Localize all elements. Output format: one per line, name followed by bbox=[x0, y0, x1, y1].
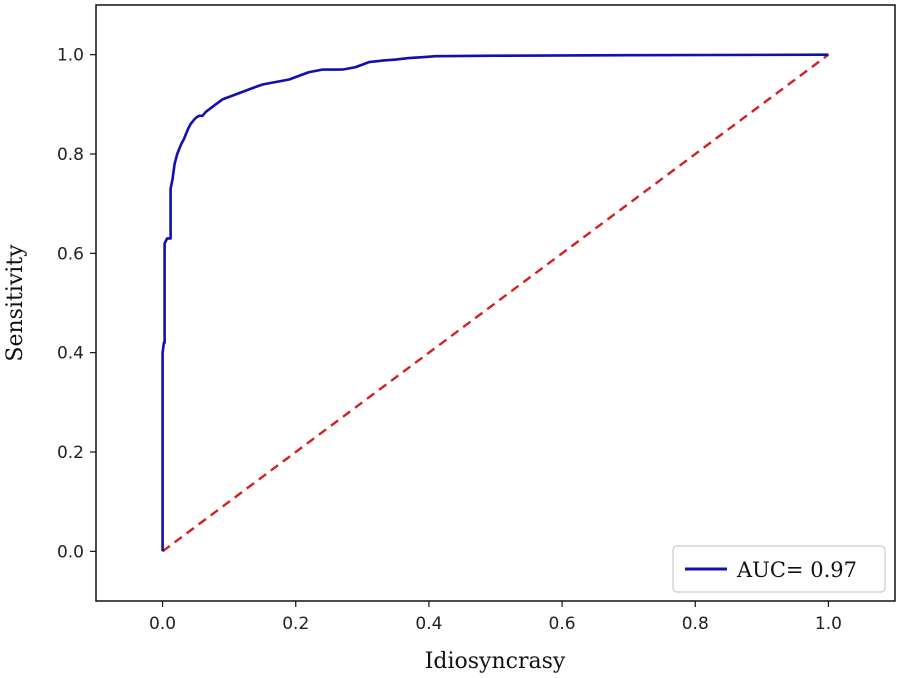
x-tick-label: 0.0 bbox=[149, 614, 176, 634]
roc-curve-line bbox=[161, 53, 829, 552]
x-tick-label: 1.0 bbox=[815, 614, 842, 634]
x-tick-label: 0.4 bbox=[415, 614, 442, 634]
y-tick-label: 0.2 bbox=[57, 443, 84, 463]
x-tick-label: 0.2 bbox=[282, 614, 309, 634]
legend-box bbox=[672, 545, 886, 593]
legend-label: AUC= 0.97 bbox=[736, 558, 857, 582]
legend: AUC= 0.97 bbox=[672, 545, 886, 593]
y-tick-label: 0.0 bbox=[57, 542, 84, 562]
series-layer bbox=[161, 53, 830, 553]
y-axis-label: Sensitivity bbox=[3, 244, 28, 362]
y-tick-label: 0.6 bbox=[57, 244, 84, 264]
y-tick-label: 0.4 bbox=[57, 344, 84, 364]
x-axis-label: Idiosyncrasy bbox=[425, 649, 566, 674]
y-tick-label: 1.0 bbox=[57, 46, 84, 66]
ticks-layer: 0.0 0.2 0.4 0.6 0.8 1.0 0.0 0.2 0.4 0.6 0.8 1.0 bbox=[57, 46, 842, 634]
chance-diagonal-line bbox=[161, 53, 830, 553]
x-tick-label: 0.8 bbox=[682, 614, 709, 634]
x-tick-label: 0.6 bbox=[549, 614, 576, 634]
y-tick-label: 0.8 bbox=[57, 145, 84, 165]
